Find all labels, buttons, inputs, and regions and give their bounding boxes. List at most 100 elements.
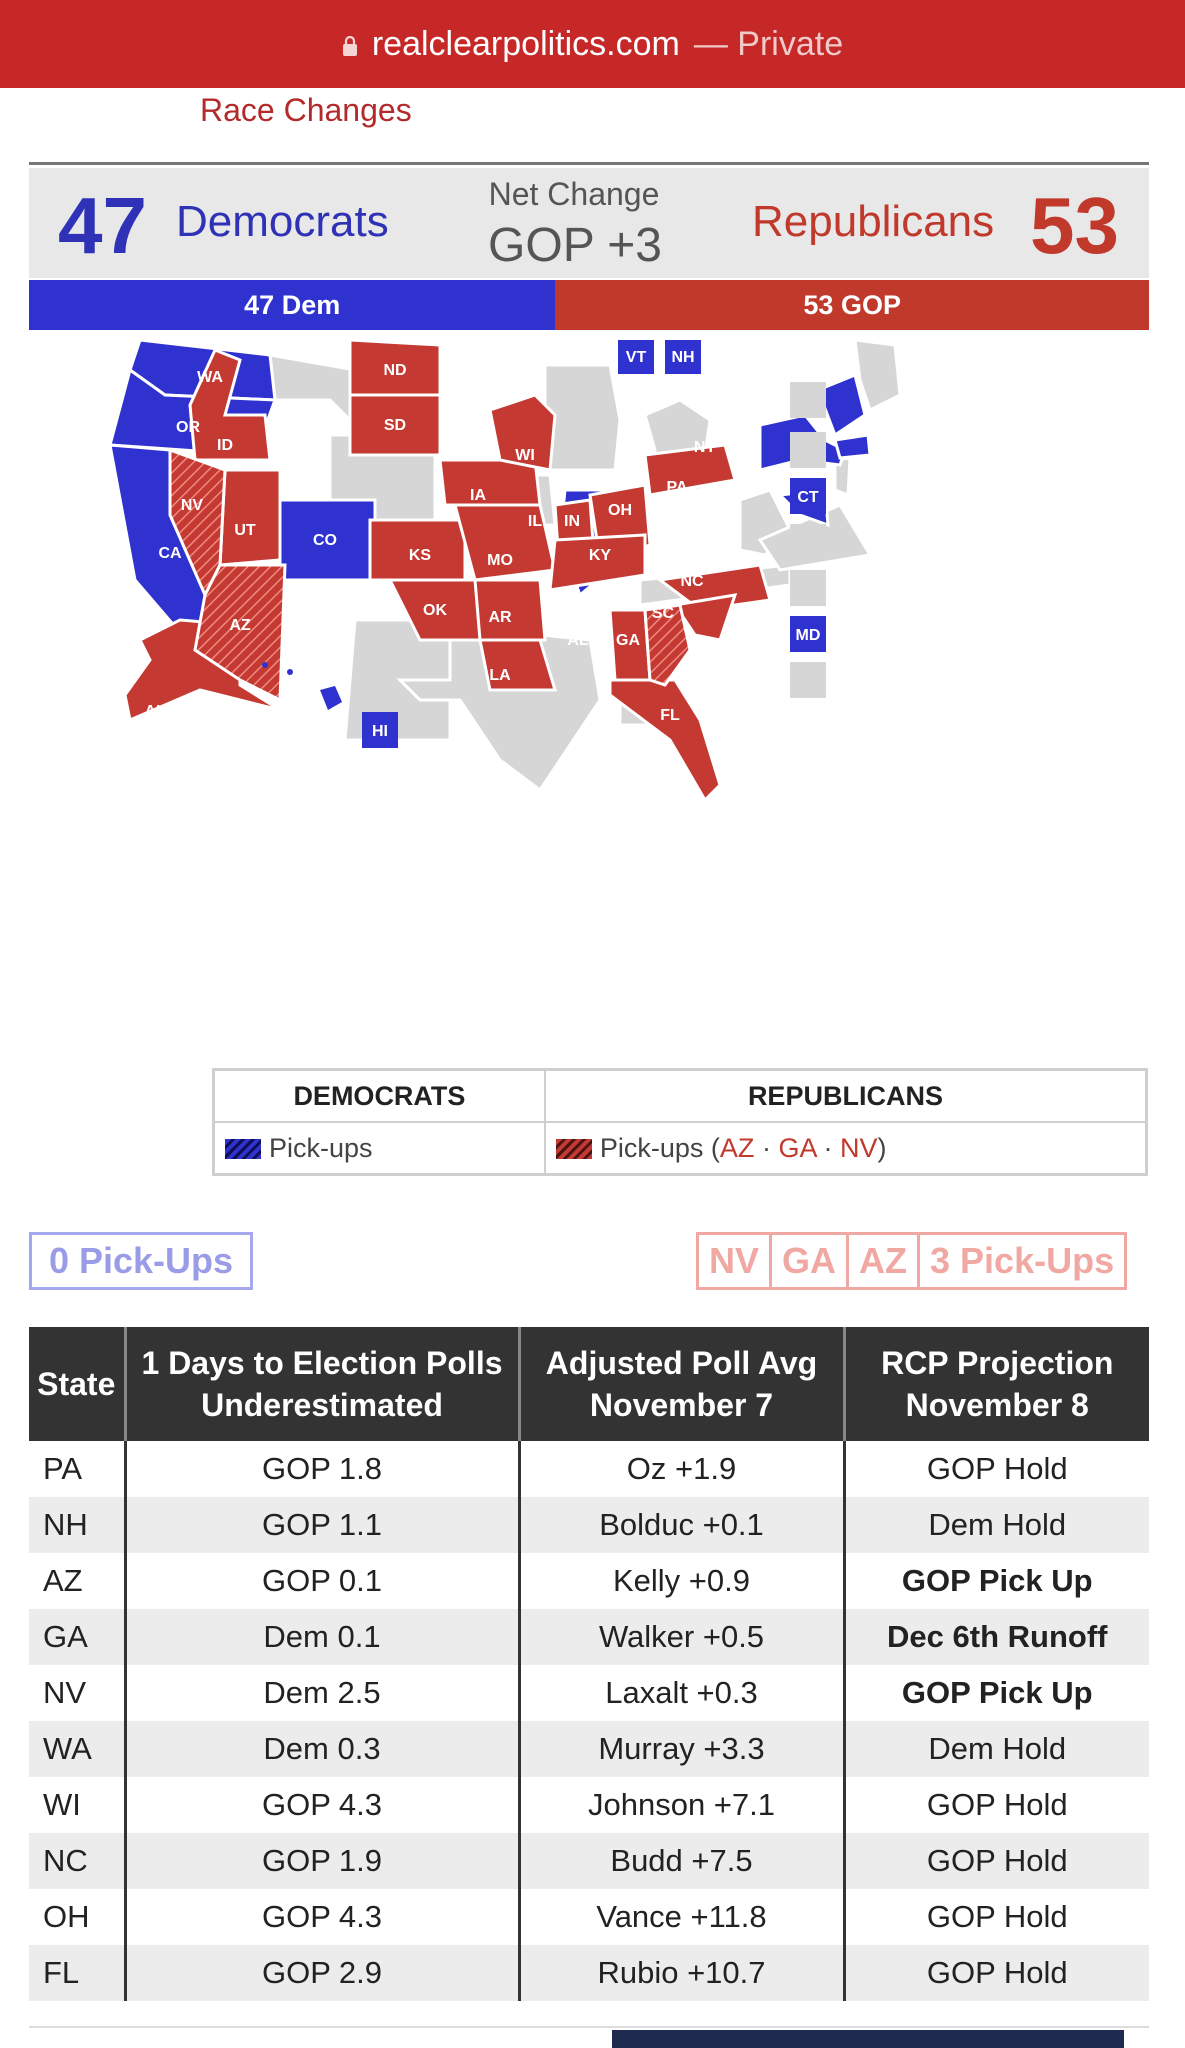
rep-pickups-label: Pick-ups ( [599, 1132, 720, 1163]
cell-poll: Oz +1.9 [517, 1441, 844, 1497]
dem-label: Democrats [176, 197, 389, 246]
box-md[interactable] [790, 616, 826, 652]
label-co: CO [313, 532, 337, 549]
cell-under: GOP 2.9 [123, 1945, 519, 2001]
state-ct-ma[interactable] [833, 433, 872, 460]
box-nh[interactable] [665, 340, 701, 374]
legend-link-ga[interactable]: GA [778, 1132, 816, 1163]
browser-address-bar[interactable]: realclearpolitics.com — Private [0, 0, 1185, 88]
cell-proj: GOP Hold [842, 1833, 1149, 1889]
table-row: NC GOP 1.9 Budd +7.5 GOP Hold [29, 1833, 1149, 1889]
label-ct: CT [797, 489, 819, 506]
col-header-state: State [29, 1327, 125, 1441]
table-row: WI GOP 4.3 Johnson +7.1 GOP Hold [29, 1777, 1149, 1833]
label-nc: NC [680, 573, 704, 590]
box-vt[interactable] [618, 340, 654, 374]
table-row: NH GOP 1.1 Bolduc +0.1 Dem Hold [29, 1497, 1149, 1553]
state-la[interactable] [478, 638, 558, 692]
state-ia[interactable] [438, 458, 542, 507]
rep-seat-count: 53 [1030, 181, 1119, 270]
col-header-underestimated: 1 Days to Election Polls Underestimated [123, 1327, 519, 1441]
label-az: AZ [229, 617, 251, 634]
senate-map[interactable]: WA OR CA ID NV UT AZ CO ND SD KS OK IA M… [100, 340, 1100, 980]
state-sc[interactable] [672, 593, 738, 642]
cell-under: GOP 1.1 [123, 1497, 519, 1553]
cell-proj: Dem Hold [842, 1721, 1149, 1777]
url-text: realclearpolitics.com [371, 24, 680, 63]
legend-sep: · [815, 1132, 840, 1163]
summary-divider [29, 162, 1149, 165]
state-me[interactable] [853, 340, 902, 413]
rep-pickup-az[interactable]: AZ [849, 1235, 921, 1287]
box-hi[interactable] [362, 712, 398, 748]
state-ga[interactable] [643, 603, 692, 687]
cell-poll: Walker +0.5 [517, 1609, 844, 1665]
cell-poll: Budd +7.5 [517, 1833, 844, 1889]
state-pa[interactable] [643, 443, 737, 497]
cell-poll: Vance +11.8 [517, 1889, 844, 1945]
state-wi[interactable] [488, 393, 557, 472]
state-ut[interactable] [218, 468, 282, 567]
label-sd: SD [384, 417, 406, 434]
box-nj[interactable] [790, 524, 826, 560]
state-vt-nh[interactable] [816, 372, 867, 438]
cell-state: NV [43, 1675, 87, 1710]
box-ct[interactable] [790, 478, 826, 514]
label-ut: UT [234, 522, 256, 539]
net-change-label: Net Change [488, 176, 660, 212]
state-ar[interactable] [473, 578, 547, 642]
state-fl[interactable] [608, 678, 722, 803]
label-or: OR [176, 419, 200, 436]
dem-seat-count: 47 [58, 181, 147, 270]
rep-pickup-nv[interactable]: NV [699, 1235, 773, 1287]
table-row: PA GOP 1.8 Oz +1.9 GOP Hold [29, 1441, 1149, 1497]
cell-state: WI [43, 1787, 81, 1822]
legend-rep-pickups: Pick-ups (AZ · GA · NV) [543, 1121, 1148, 1176]
state-hi[interactable] [320, 686, 342, 710]
box-ri[interactable] [790, 432, 826, 468]
state-id[interactable] [188, 348, 272, 462]
seat-balance-bar: 47 Dem 53 GOP [29, 280, 1149, 330]
state-sd[interactable] [348, 393, 442, 457]
race-changes-link[interactable]: Race Changes [200, 92, 412, 128]
label-ia: IA [470, 487, 486, 504]
label-id: ID [217, 437, 233, 454]
rep-label: Republicans [752, 197, 995, 246]
dem-hatch-swatch [225, 1139, 261, 1160]
state-ky[interactable] [548, 533, 647, 592]
cell-poll: Johnson +7.1 [517, 1777, 844, 1833]
legend-dem-pickups: Pick-ups [212, 1121, 546, 1176]
seat-summary-panel [29, 168, 1149, 278]
rep-hatch-swatch [555, 1139, 592, 1160]
legend-link-az[interactable]: AZ [719, 1132, 755, 1163]
cell-proj: GOP Hold [842, 1777, 1149, 1833]
legend-paren: ) [877, 1132, 887, 1163]
dem-seat-bar: 47 Dem [29, 280, 556, 330]
ad-banner[interactable] [612, 2030, 1124, 2048]
label-nd: ND [383, 362, 406, 379]
cell-proj: GOP Pick Up [842, 1553, 1149, 1609]
footer-divider [29, 2026, 1149, 2028]
table-row: GA Dem 0.1 Walker +0.5 Dec 6th Runoff [29, 1609, 1149, 1665]
box-dc[interactable] [790, 662, 826, 698]
cell-state: OH [43, 1899, 90, 1934]
legend-dem-header: DEMOCRATS [212, 1068, 546, 1123]
cell-under: GOP 0.1 [123, 1553, 519, 1609]
label-ok: OK [423, 602, 447, 619]
lock-icon [342, 36, 357, 56]
table-row: OH GOP 4.3 Vance +11.8 GOP Hold [29, 1889, 1149, 1945]
rep-pickups-badge: NV GA AZ 3 Pick-Ups [696, 1232, 1128, 1290]
cell-state: GA [29, 1609, 125, 1665]
cell-poll: Kelly +0.9 [517, 1553, 844, 1609]
label-vt: VT [626, 349, 647, 366]
col-header-poll-avg: Adjusted Poll Avg November 7 [517, 1327, 844, 1441]
label-in: IN [564, 513, 580, 530]
cell-poll: Laxalt +0.3 [517, 1665, 844, 1721]
legend-link-nv[interactable]: NV [839, 1132, 878, 1163]
box-ma[interactable] [790, 382, 826, 418]
box-de[interactable] [790, 570, 826, 606]
rep-pickup-ga[interactable]: GA [772, 1235, 850, 1287]
label-hi: HI [372, 723, 388, 740]
cell-state: NH [29, 1497, 125, 1553]
state-nc[interactable] [656, 563, 772, 612]
